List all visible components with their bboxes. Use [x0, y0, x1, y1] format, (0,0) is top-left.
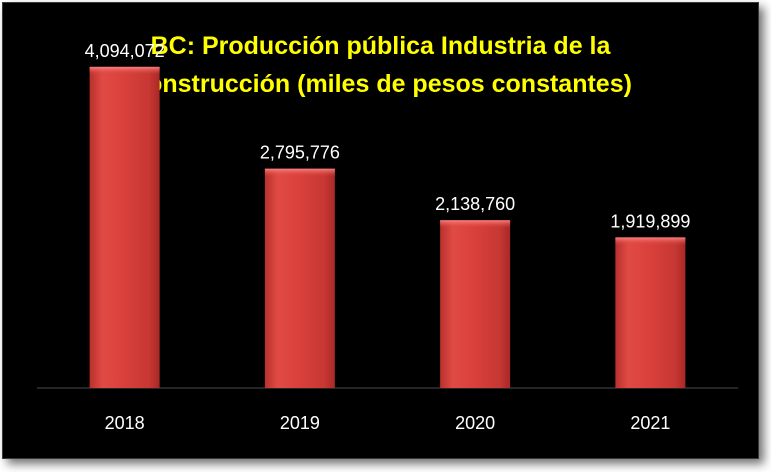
chart-title-line-1: BC: Producción pública Industria de la — [150, 32, 611, 60]
bar-highlight-2019 — [264, 168, 335, 177]
x-tick-label-2020: 2020 — [455, 413, 495, 433]
x-tick-label-2018: 2018 — [105, 413, 145, 433]
chart-title-line-2: Construcción (miles de pesos constantes) — [129, 70, 632, 98]
bar-highlight-2018 — [89, 66, 160, 75]
bar-highlight-2020 — [440, 220, 511, 229]
bar-2019 — [264, 168, 335, 388]
bars-group: 4,094,072 2018 2,795,776 2019 2,138,760 2020 1… — [85, 41, 691, 433]
data-label-2020: 2,138,760 — [435, 194, 515, 214]
chart-frame: BC: Producción pública Industria de la C… — [2, 2, 759, 459]
data-label-2019: 2,795,776 — [260, 143, 340, 163]
x-tick-label-2019: 2019 — [280, 413, 320, 433]
x-tick-label-2021: 2021 — [630, 413, 670, 433]
bar-2018 — [89, 66, 160, 388]
chart-title: BC: Producción pública Industria de la C… — [3, 27, 758, 103]
bar-chart-plot: 4,094,072 2018 2,795,776 2019 2,138,760 2020 1… — [37, 41, 738, 433]
bar-highlight-2021 — [615, 237, 686, 246]
bar-2020 — [440, 220, 511, 388]
data-label-2021: 1,919,899 — [610, 211, 690, 231]
data-label-2018: 4,094,072 — [85, 41, 165, 61]
bar-2021 — [615, 237, 686, 388]
